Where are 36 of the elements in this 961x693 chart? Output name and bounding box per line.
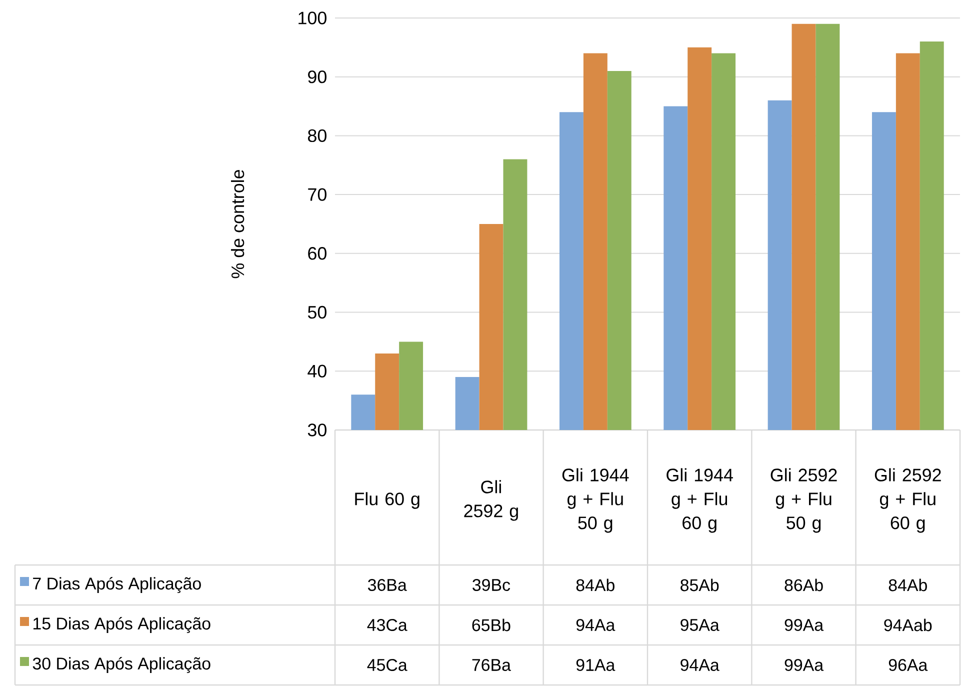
y-tick-label: 80	[308, 129, 326, 142]
data-label: 43Ca	[367, 618, 408, 631]
data-label: 45Ca	[367, 658, 408, 671]
legend-label: 7 Dias Após Aplicação	[33, 576, 201, 594]
y-tick-label: 60	[308, 247, 326, 260]
y-axis-title: % de controle	[230, 170, 244, 278]
x-tick-label: Gli 1944 g + Flu 60 g	[666, 468, 733, 533]
data-label: 94Aab	[884, 618, 932, 632]
y-tick-label: 50	[308, 306, 326, 319]
y-tick-label: 70	[308, 188, 326, 201]
data-label: 85Ab	[680, 578, 719, 592]
data-label: 86Ab	[784, 578, 823, 592]
x-tick-label: Flu 60 g	[355, 492, 420, 509]
data-label: 84Ab	[888, 578, 927, 592]
legend-label: 15 Dias Após Aplicação	[34, 616, 210, 634]
data-label: 99Aa	[784, 658, 824, 671]
data-label: 94Aa	[680, 658, 720, 671]
y-tick-label: 100	[298, 12, 326, 24]
data-label: 36Ba	[368, 578, 407, 591]
y-tick-label: 90	[308, 70, 326, 84]
data-label: 65Bb	[472, 618, 510, 632]
data-label: 96Aa	[888, 658, 928, 671]
x-tick-label: Gli 2592 g + Flu 60 g	[874, 468, 941, 533]
data-label: 84Ab	[576, 578, 614, 592]
data-label: 76Ba	[472, 658, 511, 671]
legend-label: 30 Dias Após Aplicação	[32, 656, 210, 674]
x-tick-label: Gli 2592 g + Flu 50 g	[770, 468, 837, 533]
data-label: 91Aa	[576, 658, 616, 671]
y-tick-label: 40	[308, 364, 326, 378]
x-tick-label: Gli 1944 g + Flu 50 g	[562, 468, 629, 533]
data-label: 99Aa	[784, 618, 824, 631]
y-tick-label: 30	[308, 424, 326, 436]
data-label: 39Bc	[472, 578, 510, 591]
data-label: 95Aa	[680, 618, 720, 631]
data-label: 94Aa	[576, 618, 616, 631]
x-tick-label: Gli 2592 g	[464, 480, 518, 521]
